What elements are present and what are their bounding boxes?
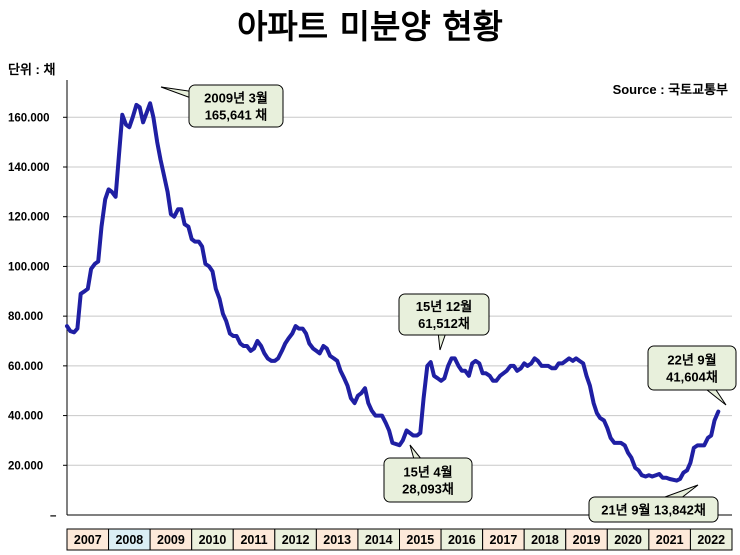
x-tick-label-2010: 2010 — [199, 533, 227, 547]
source-label: Source : 국토교통부 — [613, 82, 728, 97]
y-tick-label-2: 60.000 — [8, 361, 43, 373]
x-tick-label-2016: 2016 — [448, 533, 476, 547]
series-line-0 — [65, 101, 721, 483]
x-tick-label-2014: 2014 — [365, 533, 393, 547]
y-tick-label-1: 40.000 — [8, 411, 43, 423]
x-tick-label-2019: 2019 — [573, 533, 601, 547]
y-tick-label-7: 160.000 — [8, 112, 50, 124]
callout-text-4-0: 21년 9월 13,842채 — [601, 503, 706, 518]
x-tick-label-2008: 2008 — [115, 533, 143, 547]
x-tick-label-2018: 2018 — [531, 533, 559, 547]
callout-3: 22년 9월 41,604채 — [647, 345, 737, 406]
x-tick-label-2015: 2015 — [406, 533, 434, 547]
y-zero-dash: – — [50, 510, 57, 522]
x-axis: 2007 2008 2009 2010 2011 2012 2013 2014 2015 2016… — [66, 528, 733, 551]
callout-1: 15년 12월 61,512채 — [398, 293, 490, 351]
x-tick-label-2012: 2012 — [282, 533, 310, 547]
callout-2: 15년 4월 28,093채 — [383, 444, 473, 503]
x-tick-label-2007: 2007 — [74, 533, 102, 547]
callouts: 2009년 3월 165,641 채 15년 12월 61,512채 15년 4월 28,… — [160, 84, 737, 523]
callout-text-3-0: 22년 9월 — [667, 353, 716, 368]
callout-0: 2009년 3월 165,641 채 — [160, 84, 284, 128]
callout-text-3-1: 41,604채 — [666, 370, 718, 385]
y-tick-label-4: 100.000 — [8, 261, 50, 273]
callout-text-0-0: 2009년 3월 — [204, 91, 268, 106]
x-tick-label-2011: 2011 — [240, 533, 267, 547]
x-tick-label-2021: 2021 — [656, 533, 684, 547]
x-tick-label-2020: 2020 — [614, 533, 642, 547]
callout-text-1-1: 61,512채 — [418, 316, 470, 331]
callout-text-0-1: 165,641 채 — [205, 108, 268, 123]
callout-4: 21년 9월 13,842채 — [588, 484, 719, 523]
y-tick-label-3: 80.000 — [8, 311, 43, 323]
y-tick-label-0: 20.000 — [8, 460, 43, 472]
y-tick-label-5: 120.000 — [8, 212, 50, 224]
chart-title: 아파트 미분양 현황 — [237, 7, 503, 46]
x-tick-label-2022: 2022 — [697, 533, 725, 547]
x-tick-label-2013: 2013 — [323, 533, 351, 547]
x-tick-label-2009: 2009 — [157, 533, 185, 547]
y-tick-label-6: 140.000 — [8, 162, 50, 174]
callout-text-2-1: 28,093채 — [402, 482, 454, 497]
callout-text-1-0: 15년 12월 — [416, 299, 472, 314]
x-tick-label-2017: 2017 — [490, 533, 518, 547]
x-category-cell-2022 — [689, 528, 733, 551]
callout-text-2-0: 15년 4월 — [403, 465, 452, 480]
y-axis: 20.000 40.000 60.000 80.000 100.000 120.000 14… — [8, 80, 732, 522]
unit-label: 단위 : 채 — [8, 62, 55, 77]
series-layer — [65, 101, 721, 483]
grid-lines — [67, 116, 732, 466]
